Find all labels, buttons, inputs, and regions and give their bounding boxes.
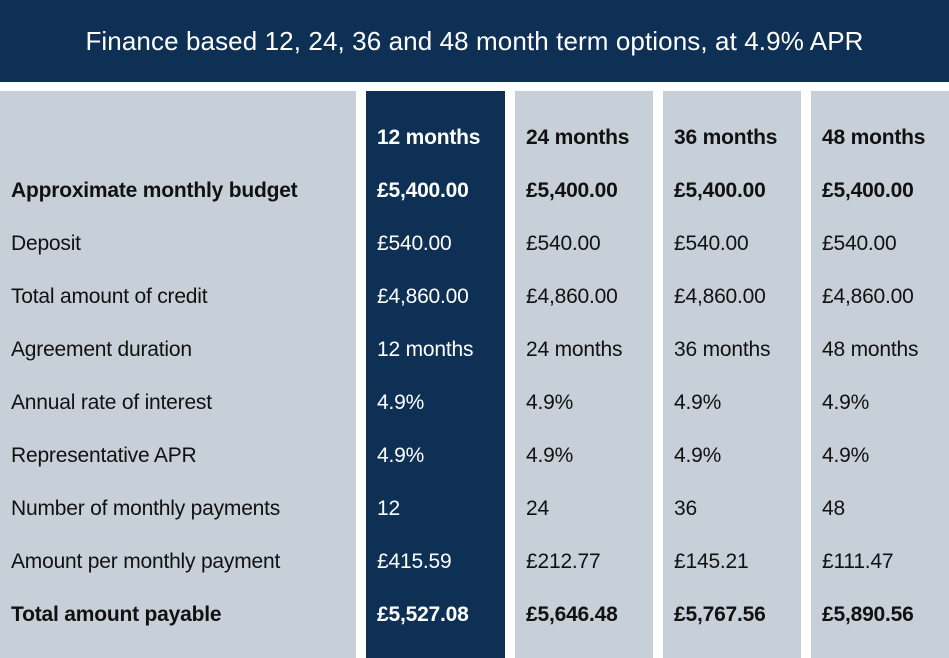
table-cell: £540.00 xyxy=(674,232,749,255)
row-label-total-credit: Total amount of credit xyxy=(11,285,208,308)
table-cell: 4.9% xyxy=(674,444,722,467)
table-cell: 4.9% xyxy=(822,391,870,414)
table-cell: £4,860.00 xyxy=(822,285,914,308)
table-cell: £540.00 xyxy=(526,232,601,255)
table-cell: £4,860.00 xyxy=(377,285,469,308)
table-cell: £111.47 xyxy=(822,550,894,573)
table-cell: £5,400.00 xyxy=(674,179,766,202)
table-cell: 12 xyxy=(377,497,400,520)
table-cell: £212.77 xyxy=(526,550,601,573)
column-header: 12 months xyxy=(377,126,481,149)
table-cell: £5,890.56 xyxy=(822,603,914,626)
table-cell: 36 xyxy=(674,497,697,520)
table-cell: 4.9% xyxy=(674,391,722,414)
term-column-48-months: 48 months £5,400.00 £540.00 £4,860.00 48… xyxy=(811,91,949,658)
row-labels-column: Approximate monthly budget Deposit Total… xyxy=(0,91,356,658)
table-cell: £4,860.00 xyxy=(674,285,766,308)
table-cell: £5,767.56 xyxy=(674,603,766,626)
row-label-total-payable: Total amount payable xyxy=(11,603,222,626)
table-cell: 4.9% xyxy=(822,444,870,467)
table-cell: 4.9% xyxy=(526,444,574,467)
table-cell: £5,646.48 xyxy=(526,603,618,626)
table-cell: £145.21 xyxy=(674,550,749,573)
row-label-annual-rate: Annual rate of interest xyxy=(11,391,212,414)
header-title: Finance based 12, 24, 36 and 48 month te… xyxy=(85,25,864,56)
table-cell: 4.9% xyxy=(377,391,425,414)
term-column-36-months: 36 months £5,400.00 £540.00 £4,860.00 36… xyxy=(663,91,801,658)
row-label-monthly-budget: Approximate monthly budget xyxy=(11,179,298,202)
table-cell: £5,527.08 xyxy=(377,603,469,626)
row-label-representative-apr: Representative APR xyxy=(11,444,197,467)
term-column-24-months: 24 months £5,400.00 £540.00 £4,860.00 24… xyxy=(515,91,653,658)
row-label-amount-per-payment: Amount per monthly payment xyxy=(11,550,281,573)
row-label-number-payments: Number of monthly payments xyxy=(11,497,281,520)
table-cell: £4,860.00 xyxy=(526,285,618,308)
table-cell: £5,400.00 xyxy=(377,179,469,202)
table-cell: 24 xyxy=(526,497,549,520)
row-label-deposit: Deposit xyxy=(11,232,81,255)
table-cell: 36 months xyxy=(674,338,771,361)
table-cell: 48 months xyxy=(822,338,919,361)
column-header: 36 months xyxy=(674,126,778,149)
finance-header: Finance based 12, 24, 36 and 48 month te… xyxy=(0,0,949,82)
table-cell: £415.59 xyxy=(377,550,452,573)
term-column-12-months: 12 months £5,400.00 £540.00 £4,860.00 12… xyxy=(366,91,505,658)
table-cell: £540.00 xyxy=(377,232,452,255)
table-cell: £5,400.00 xyxy=(526,179,618,202)
row-label-agreement-duration: Agreement duration xyxy=(11,338,192,361)
table-cell: 48 xyxy=(822,497,845,520)
table-cell: 4.9% xyxy=(377,444,425,467)
table-cell: £540.00 xyxy=(822,232,897,255)
table-cell: £5,400.00 xyxy=(822,179,914,202)
table-cell: 4.9% xyxy=(526,391,574,414)
column-header: 24 months xyxy=(526,126,630,149)
table-cell: 24 months xyxy=(526,338,623,361)
column-header: 48 months xyxy=(822,126,926,149)
table-cell: 12 months xyxy=(377,338,474,361)
